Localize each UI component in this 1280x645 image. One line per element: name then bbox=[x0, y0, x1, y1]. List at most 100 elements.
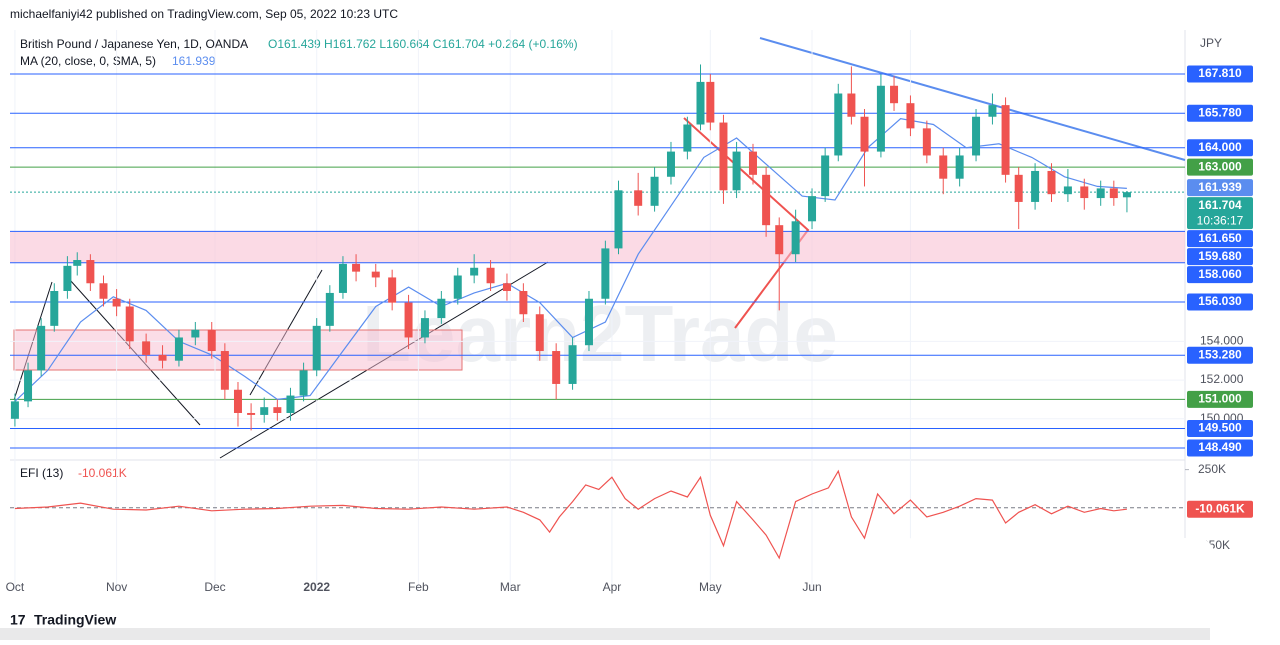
candle-body bbox=[791, 221, 800, 255]
x-tick-label: Jun bbox=[802, 580, 821, 594]
x-tick-label: 2022 bbox=[303, 580, 330, 594]
candle-body bbox=[568, 345, 577, 384]
overlay bbox=[895, 538, 1215, 628]
candle-body bbox=[174, 337, 183, 361]
level-label: 149.500 bbox=[1198, 421, 1242, 435]
candle-body bbox=[502, 283, 511, 292]
efi-line bbox=[14, 469, 1127, 560]
candle-body bbox=[247, 412, 256, 415]
zone-box bbox=[13, 329, 463, 371]
level-label-bg bbox=[1187, 266, 1253, 284]
candle-body bbox=[486, 267, 495, 284]
publisher: michaelfaniyi42 published on TradingView… bbox=[10, 7, 398, 21]
level-label-bg bbox=[1187, 197, 1253, 230]
level-label-bg bbox=[1187, 230, 1253, 248]
candle-body bbox=[37, 325, 46, 371]
candle-body bbox=[683, 124, 692, 152]
level-label: 161.939 bbox=[1198, 180, 1242, 194]
level-label-bg bbox=[1187, 419, 1253, 437]
candle-body bbox=[519, 291, 528, 315]
candle-body bbox=[876, 85, 885, 152]
zone bbox=[10, 231, 1185, 263]
candle-body bbox=[312, 325, 321, 371]
candle-body bbox=[338, 263, 347, 293]
ma-name: MA (20, close, 0, SMA, 5) bbox=[20, 54, 156, 68]
candle-body bbox=[352, 263, 361, 272]
level-label: 161.650 bbox=[1198, 231, 1242, 245]
candle-body bbox=[99, 283, 108, 299]
candle-body bbox=[325, 292, 334, 326]
candle-body bbox=[1001, 105, 1010, 175]
candle-body bbox=[584, 298, 593, 346]
brand-logo: 17 bbox=[10, 612, 26, 628]
level-label-bg bbox=[1187, 390, 1253, 408]
efi-name: EFI (13) bbox=[20, 466, 63, 480]
candle-body bbox=[207, 329, 216, 352]
candle-body bbox=[191, 329, 200, 338]
candle-body bbox=[63, 265, 72, 292]
candle-body bbox=[821, 155, 830, 197]
efi-value: -10.061K bbox=[78, 466, 127, 480]
candle-body bbox=[50, 291, 59, 326]
candle-body bbox=[453, 275, 462, 299]
candle-body bbox=[437, 298, 446, 319]
level-label: 163.000 bbox=[1198, 159, 1242, 173]
level-label-bg bbox=[1187, 346, 1253, 364]
candle-body bbox=[24, 370, 33, 402]
candle-body bbox=[706, 81, 715, 123]
candle-body bbox=[1014, 174, 1023, 202]
candle-body bbox=[922, 128, 931, 156]
candle-body bbox=[420, 318, 429, 338]
level-label-bg bbox=[1187, 439, 1253, 457]
candle-body bbox=[73, 260, 82, 266]
efi-tick-label: 250K bbox=[1198, 462, 1226, 476]
x-tick-label: Feb bbox=[408, 580, 429, 594]
candle-body bbox=[666, 151, 675, 177]
efi-last-bg bbox=[1187, 500, 1253, 518]
candle-body bbox=[1122, 192, 1131, 198]
candle-body bbox=[601, 248, 610, 299]
x-tick-label: Oct bbox=[6, 580, 25, 594]
candle-body bbox=[860, 116, 869, 152]
candle-body bbox=[1047, 170, 1056, 195]
x-tick-label: Nov bbox=[106, 580, 127, 594]
level-label-bg bbox=[1187, 179, 1253, 197]
candle-body bbox=[233, 389, 242, 413]
level-label: 158.060 bbox=[1198, 267, 1242, 281]
level-label: 153.280 bbox=[1198, 347, 1242, 361]
level-label: 151.000 bbox=[1198, 392, 1242, 406]
level-label: 148.490 bbox=[1198, 440, 1242, 454]
candle-body bbox=[939, 155, 948, 179]
candle-body bbox=[775, 225, 784, 255]
candle-body bbox=[906, 103, 915, 129]
candle-body bbox=[762, 174, 771, 226]
candle-body bbox=[125, 306, 134, 342]
candle-body bbox=[220, 351, 229, 390]
x-tick-label: May bbox=[699, 580, 722, 594]
footer-band bbox=[0, 628, 1210, 640]
level-label-bg bbox=[1187, 248, 1253, 266]
candle-body bbox=[1096, 188, 1105, 199]
candle-body bbox=[634, 190, 643, 206]
level-label: 167.810 bbox=[1198, 66, 1242, 80]
symbol: British Pound / Japanese Yen, 1D, OANDA bbox=[20, 37, 248, 51]
level-label: 164.000 bbox=[1198, 140, 1242, 154]
level-label-bg bbox=[1187, 65, 1253, 83]
ohlc: O161.439 H161.762 L160.664 C161.704 +0.2… bbox=[268, 37, 578, 51]
candle-body bbox=[388, 277, 397, 303]
y-tick-label: 152.000 bbox=[1200, 372, 1244, 386]
efi-last-label: -10.061K bbox=[1195, 501, 1245, 515]
countdown: 10:36:17 bbox=[1197, 213, 1244, 227]
candle-body bbox=[955, 155, 964, 179]
candle-body bbox=[142, 341, 151, 355]
candle-body bbox=[552, 351, 561, 384]
level-label: 161.704 bbox=[1198, 198, 1242, 212]
candle-body bbox=[696, 81, 705, 125]
candle-body bbox=[1109, 188, 1118, 199]
candle-body bbox=[847, 93, 856, 117]
candle-body bbox=[1031, 170, 1040, 202]
candle-body bbox=[286, 395, 295, 413]
